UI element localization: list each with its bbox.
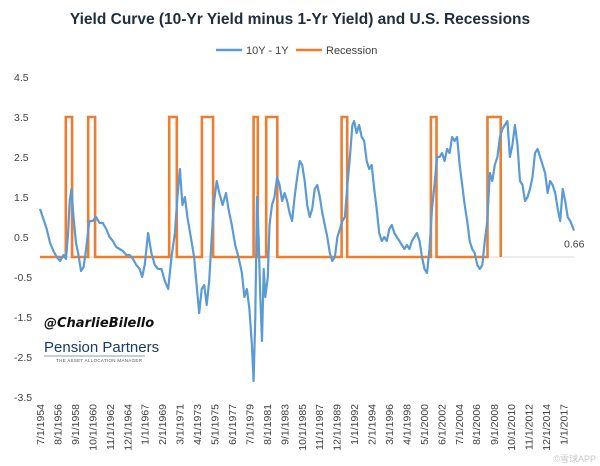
x-tick-label: 9/1/1983	[279, 404, 291, 445]
watermark: ©雪球APP	[553, 453, 596, 464]
x-tick-label: 7/1/1979	[244, 404, 256, 445]
x-axis-ticks: 7/1/1954 8/1/1956 9/1/1958 10/1/1960 11/1/19…	[35, 404, 571, 451]
y-tick-label: -3.5	[14, 392, 32, 404]
x-tick-label: 8/1/1956	[52, 404, 64, 445]
author-handle: @CharlieBilello	[44, 316, 154, 331]
y-tick-label: -1.5	[14, 312, 32, 324]
x-tick-label: 12/1/1964	[122, 404, 134, 451]
x-tick-label: 9/1/2008	[489, 404, 501, 445]
x-tick-label: 12/1/2014	[541, 404, 553, 451]
logo-tagline: THE ASSET ALLOCATION MANAGER	[56, 358, 143, 363]
legend-label-yield-spread: 10Y - 1Y	[246, 45, 289, 57]
chart-title: Yield Curve (10-Yr Yield minus 1-Yr Yiel…	[70, 11, 530, 28]
x-tick-label: 11/1/1962	[105, 404, 117, 450]
x-tick-label: 10/1/1985	[297, 404, 309, 451]
last-value-label: 0.66	[564, 239, 585, 251]
y-tick-label: 1.5	[14, 192, 29, 204]
x-tick-label: 6/1/2002	[436, 404, 448, 445]
x-tick-label: 11/1/2012	[524, 404, 536, 450]
recession-series	[40, 115, 502, 259]
x-tick-label: 8/1/2006	[471, 404, 483, 445]
x-tick-label: 6/1/1977	[227, 404, 239, 445]
y-tick-label: 0.5	[14, 232, 29, 244]
legend-label-recession: Recession	[326, 45, 377, 57]
x-tick-label: 5/1/2000	[419, 404, 431, 445]
x-tick-label: 5/1/1975	[210, 404, 222, 445]
y-tick-label: -2.5	[14, 352, 32, 364]
x-tick-label: 10/1/2010	[506, 404, 518, 451]
x-tick-label: 1/1/1967	[140, 404, 152, 445]
x-tick-label: 3/1/1971	[175, 404, 187, 445]
x-tick-label: 9/1/1958	[70, 404, 82, 445]
x-tick-label: 10/1/1960	[87, 404, 99, 451]
x-tick-label: 2/1/1994	[367, 404, 379, 445]
x-tick-label: 4/1/1998	[402, 404, 414, 445]
x-tick-label: 1/1/2017	[559, 404, 571, 445]
x-tick-label: 8/1/1981	[262, 404, 274, 445]
logo-wordmark: Pension Partners	[44, 339, 159, 356]
x-tick-label: 1/1/1992	[349, 404, 361, 445]
yield-spread-series	[38, 119, 576, 383]
x-tick-label: 4/1/1973	[192, 404, 204, 445]
x-tick-label: 7/1/1954	[35, 404, 47, 445]
x-tick-label: 12/1/1989	[332, 404, 344, 451]
x-tick-label: 3/1/1996	[384, 404, 396, 445]
y-tick-label: 4.5	[14, 72, 29, 84]
legend: 10Y - 1Y Recession	[216, 45, 377, 57]
y-tick-label: -0.5	[14, 272, 32, 284]
y-tick-label: 3.5	[14, 112, 29, 124]
pension-partners-logo: Pension Partners THE ASSET ALLOCATION MA…	[44, 339, 159, 363]
yield-spread-line	[38, 119, 576, 383]
x-tick-label: 11/1/1987	[314, 404, 326, 450]
y-tick-label: 2.5	[14, 152, 29, 164]
x-tick-label: 7/1/2004	[454, 404, 466, 445]
recession-line	[40, 115, 502, 259]
y-axis-ticks: 4.5 3.5 2.5 1.5 0.5 -0.5 -1.5 -2.5 -3.5	[14, 72, 32, 404]
x-tick-label: 2/1/1969	[157, 404, 169, 445]
